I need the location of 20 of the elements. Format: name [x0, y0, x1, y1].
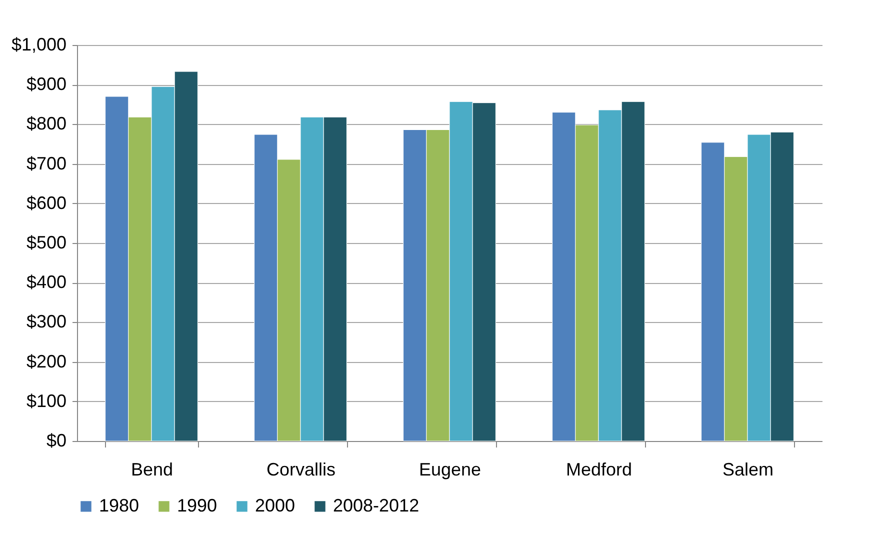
legend-label: 1990 [177, 495, 218, 516]
x-tick-label: Medford [566, 460, 632, 480]
y-tick-label: $100 [26, 390, 66, 411]
y-tick-label: $800 [26, 114, 66, 134]
y-tick-label: $300 [26, 312, 66, 332]
y-tick-label: $200 [26, 351, 66, 372]
legend-label: 2000 [255, 495, 296, 516]
y-tick-label: $1,000 [11, 34, 66, 54]
x-tick-label: Salem [722, 460, 774, 480]
legend-label: 2008-2012 [333, 495, 420, 516]
y-tick-label: $700 [26, 153, 66, 174]
y-tick-label: $600 [26, 192, 66, 213]
legend-label: 1980 [99, 495, 140, 516]
x-tick-label: Bend [130, 460, 174, 480]
y-tick-label: $500 [26, 232, 66, 252]
y-tick-label: $900 [26, 74, 66, 94]
y-tick-label: $400 [26, 272, 66, 292]
x-tick-label: Corvallis [266, 460, 336, 480]
y-tick-label: $0 [46, 430, 66, 450]
x-tick-label: Eugene [418, 460, 482, 480]
